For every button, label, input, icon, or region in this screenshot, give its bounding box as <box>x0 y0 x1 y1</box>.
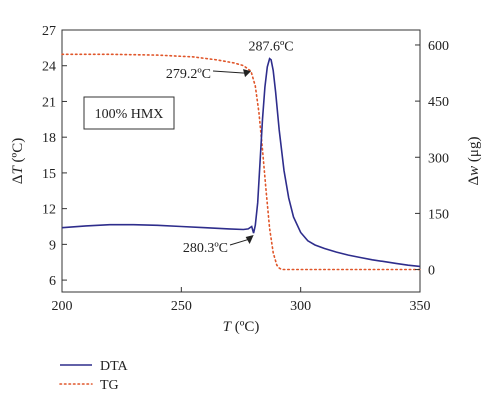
x-tick-label: 300 <box>290 299 311 314</box>
dta-series-line <box>61 57 421 268</box>
annotation-tg-onset: 279.2ºC <box>166 67 211 82</box>
plot-frame <box>61 29 421 293</box>
annotation-dta-peak: 287.6ºC <box>248 40 293 55</box>
tg-series-line <box>61 53 421 271</box>
legend-tg-label: TG <box>100 378 119 393</box>
x-axis-title-unit: (ºC) <box>231 319 259 335</box>
x-tick-label: 350 <box>410 299 431 314</box>
y-left-axis-title: ΔT (ºC) <box>10 138 26 184</box>
x-axis-title: T (ºC) <box>223 319 260 335</box>
annotation-dta-onset-arrowhead <box>245 235 254 245</box>
x-tick-label: 250 <box>171 299 192 314</box>
y-left-tick-label: 27 <box>42 24 56 39</box>
y-right-axis-title-var: w <box>466 166 482 176</box>
y-left-axis-title-prefix: Δ <box>10 174 26 184</box>
y-right-tick-label: 600 <box>428 39 449 54</box>
y-left-tick-label: 21 <box>42 95 56 110</box>
annotation-tg-onset-arrowhead <box>243 69 252 78</box>
sample-label-box <box>83 96 175 130</box>
sample-label: 100% HMX <box>95 107 164 122</box>
y-left-axis-title-var: T <box>10 165 26 175</box>
y-left-tick-label: 9 <box>49 238 56 253</box>
annotation-dta-onset: 280.3ºC <box>183 241 228 256</box>
annotation-tg-onset-arrow <box>212 70 246 74</box>
y-right-tick-label: 300 <box>428 151 449 166</box>
axis-ticks: 200 250 300 350 6 9 12 15 18 21 24 27 0 150 300 450 600 <box>42 24 449 314</box>
y-right-axis-title: Δw (μg) <box>466 137 482 186</box>
y-left-tick-label: 12 <box>42 203 56 218</box>
annotation-dta-onset-arrow <box>229 238 250 246</box>
y-left-axis-title-unit: (ºC) <box>10 138 26 166</box>
y-right-tick-label: 0 <box>428 264 435 279</box>
legend-dta-label: DTA <box>100 359 129 374</box>
legend: DTA TG <box>59 359 129 393</box>
y-left-tick-label: 24 <box>42 60 56 75</box>
x-axis-title-var: T <box>223 319 233 335</box>
x-tick-label: 200 <box>52 299 73 314</box>
y-left-tick-label: 6 <box>49 274 56 289</box>
y-right-axis-title-unit: (μg) <box>466 137 482 166</box>
y-left-tick-label: 15 <box>42 167 56 182</box>
y-right-tick-label: 150 <box>428 207 449 222</box>
y-right-tick-label: 450 <box>428 95 449 110</box>
y-left-tick-label: 18 <box>42 131 56 146</box>
y-right-axis-title-prefix: Δ <box>466 175 482 185</box>
